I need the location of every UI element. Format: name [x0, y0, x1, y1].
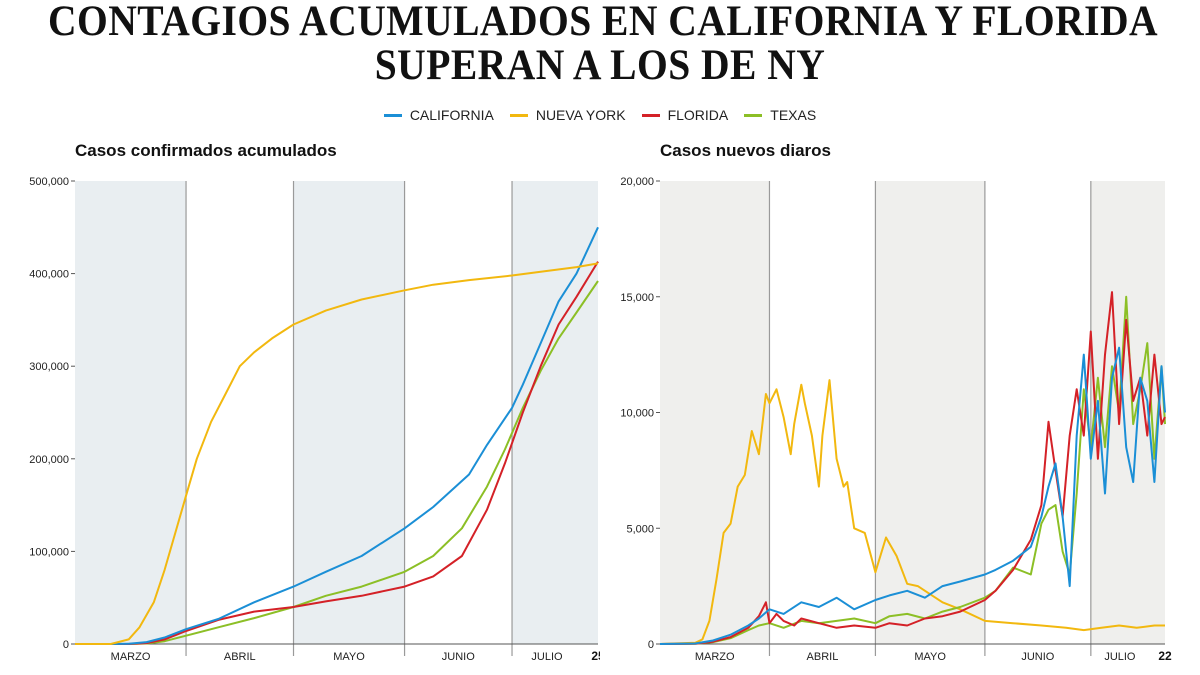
legend-swatch [383, 113, 402, 117]
chart-subtitle: Casos nuevos diaros [660, 141, 831, 160]
month-band [293, 181, 405, 644]
legend-label: NUEVA YORK [535, 107, 626, 123]
y-tick-label: 20,000 [620, 176, 654, 188]
month-label: ABRIL [807, 651, 839, 663]
month-band [512, 181, 598, 644]
headline: CONTAGIOS ACUMULADOS EN CALIFORNIA Y FLO… [48, 0, 1159, 89]
y-tick-label: 500,000 [29, 176, 69, 188]
legend: CALIFORNIA NUEVA YORK FLORIDA TEXAS [0, 107, 1200, 123]
legend-item-florida: FLORIDA [641, 107, 729, 123]
series-line-florida [659, 291, 1166, 645]
daily-cases-chart: Casos nuevos diaros 0 5,000 10,000 15,000 20,… [620, 141, 1172, 663]
legend-label: CALIFORNIA [409, 107, 494, 123]
month-label: MARZO [111, 651, 151, 663]
y-tick-label: 10,000 [620, 408, 654, 420]
series-line-nueva-york [75, 262, 599, 645]
legend-swatch [509, 113, 528, 117]
month-label: JUNIO [1021, 651, 1054, 663]
y-tick-label: 200,000 [29, 454, 69, 466]
series-line-nueva-york [659, 379, 1165, 645]
month-band [1090, 181, 1165, 644]
month-label: JULIO [1104, 651, 1136, 663]
cumulative-cases-chart: Casos confirmados acumulados 0 100,000 200,… [29, 141, 600, 663]
month-band [875, 181, 985, 644]
y-tick-label: 400,000 [29, 269, 69, 281]
y-tick-label: 100,000 [29, 546, 69, 558]
month-label: MARZO [695, 651, 735, 663]
legend-label: FLORIDA [667, 107, 729, 123]
month-label: JULIO [531, 651, 563, 663]
legend-item-california: CALIFORNIA [383, 107, 494, 123]
y-tick-label: 0 [63, 639, 69, 651]
month-label: MAYO [914, 651, 946, 663]
headline-line-1: CONTAGIOS ACUMULADOS EN CALIFORNIA Y FLO… [48, 0, 1159, 45]
end-day-label: 22 [1158, 649, 1172, 663]
series-line-california [75, 226, 599, 645]
y-tick-label: 0 [648, 639, 654, 651]
month-label: JUNIO [442, 651, 475, 663]
month-band [75, 181, 187, 644]
month-label: MAYO [333, 651, 365, 663]
headline-line-2: SUPERAN A LOS DE NY [374, 42, 826, 89]
legend-item-texas: TEXAS [744, 107, 816, 123]
legend-label: TEXAS [770, 107, 817, 123]
y-tick-label: 300,000 [29, 361, 69, 373]
series-line-california [659, 346, 1166, 645]
end-day-label: 25 [591, 649, 600, 663]
y-tick-label: 15,000 [620, 292, 654, 304]
y-tick-label: 5,000 [626, 523, 654, 535]
month-label: ABRIL [224, 651, 256, 663]
month-band [660, 181, 770, 644]
series-line-florida [75, 261, 599, 645]
legend-item-nueva-york: NUEVA YORK [509, 107, 626, 123]
legend-swatch [744, 113, 763, 117]
legend-swatch [641, 113, 660, 117]
chart-subtitle: Casos confirmados acumulados [75, 141, 337, 160]
